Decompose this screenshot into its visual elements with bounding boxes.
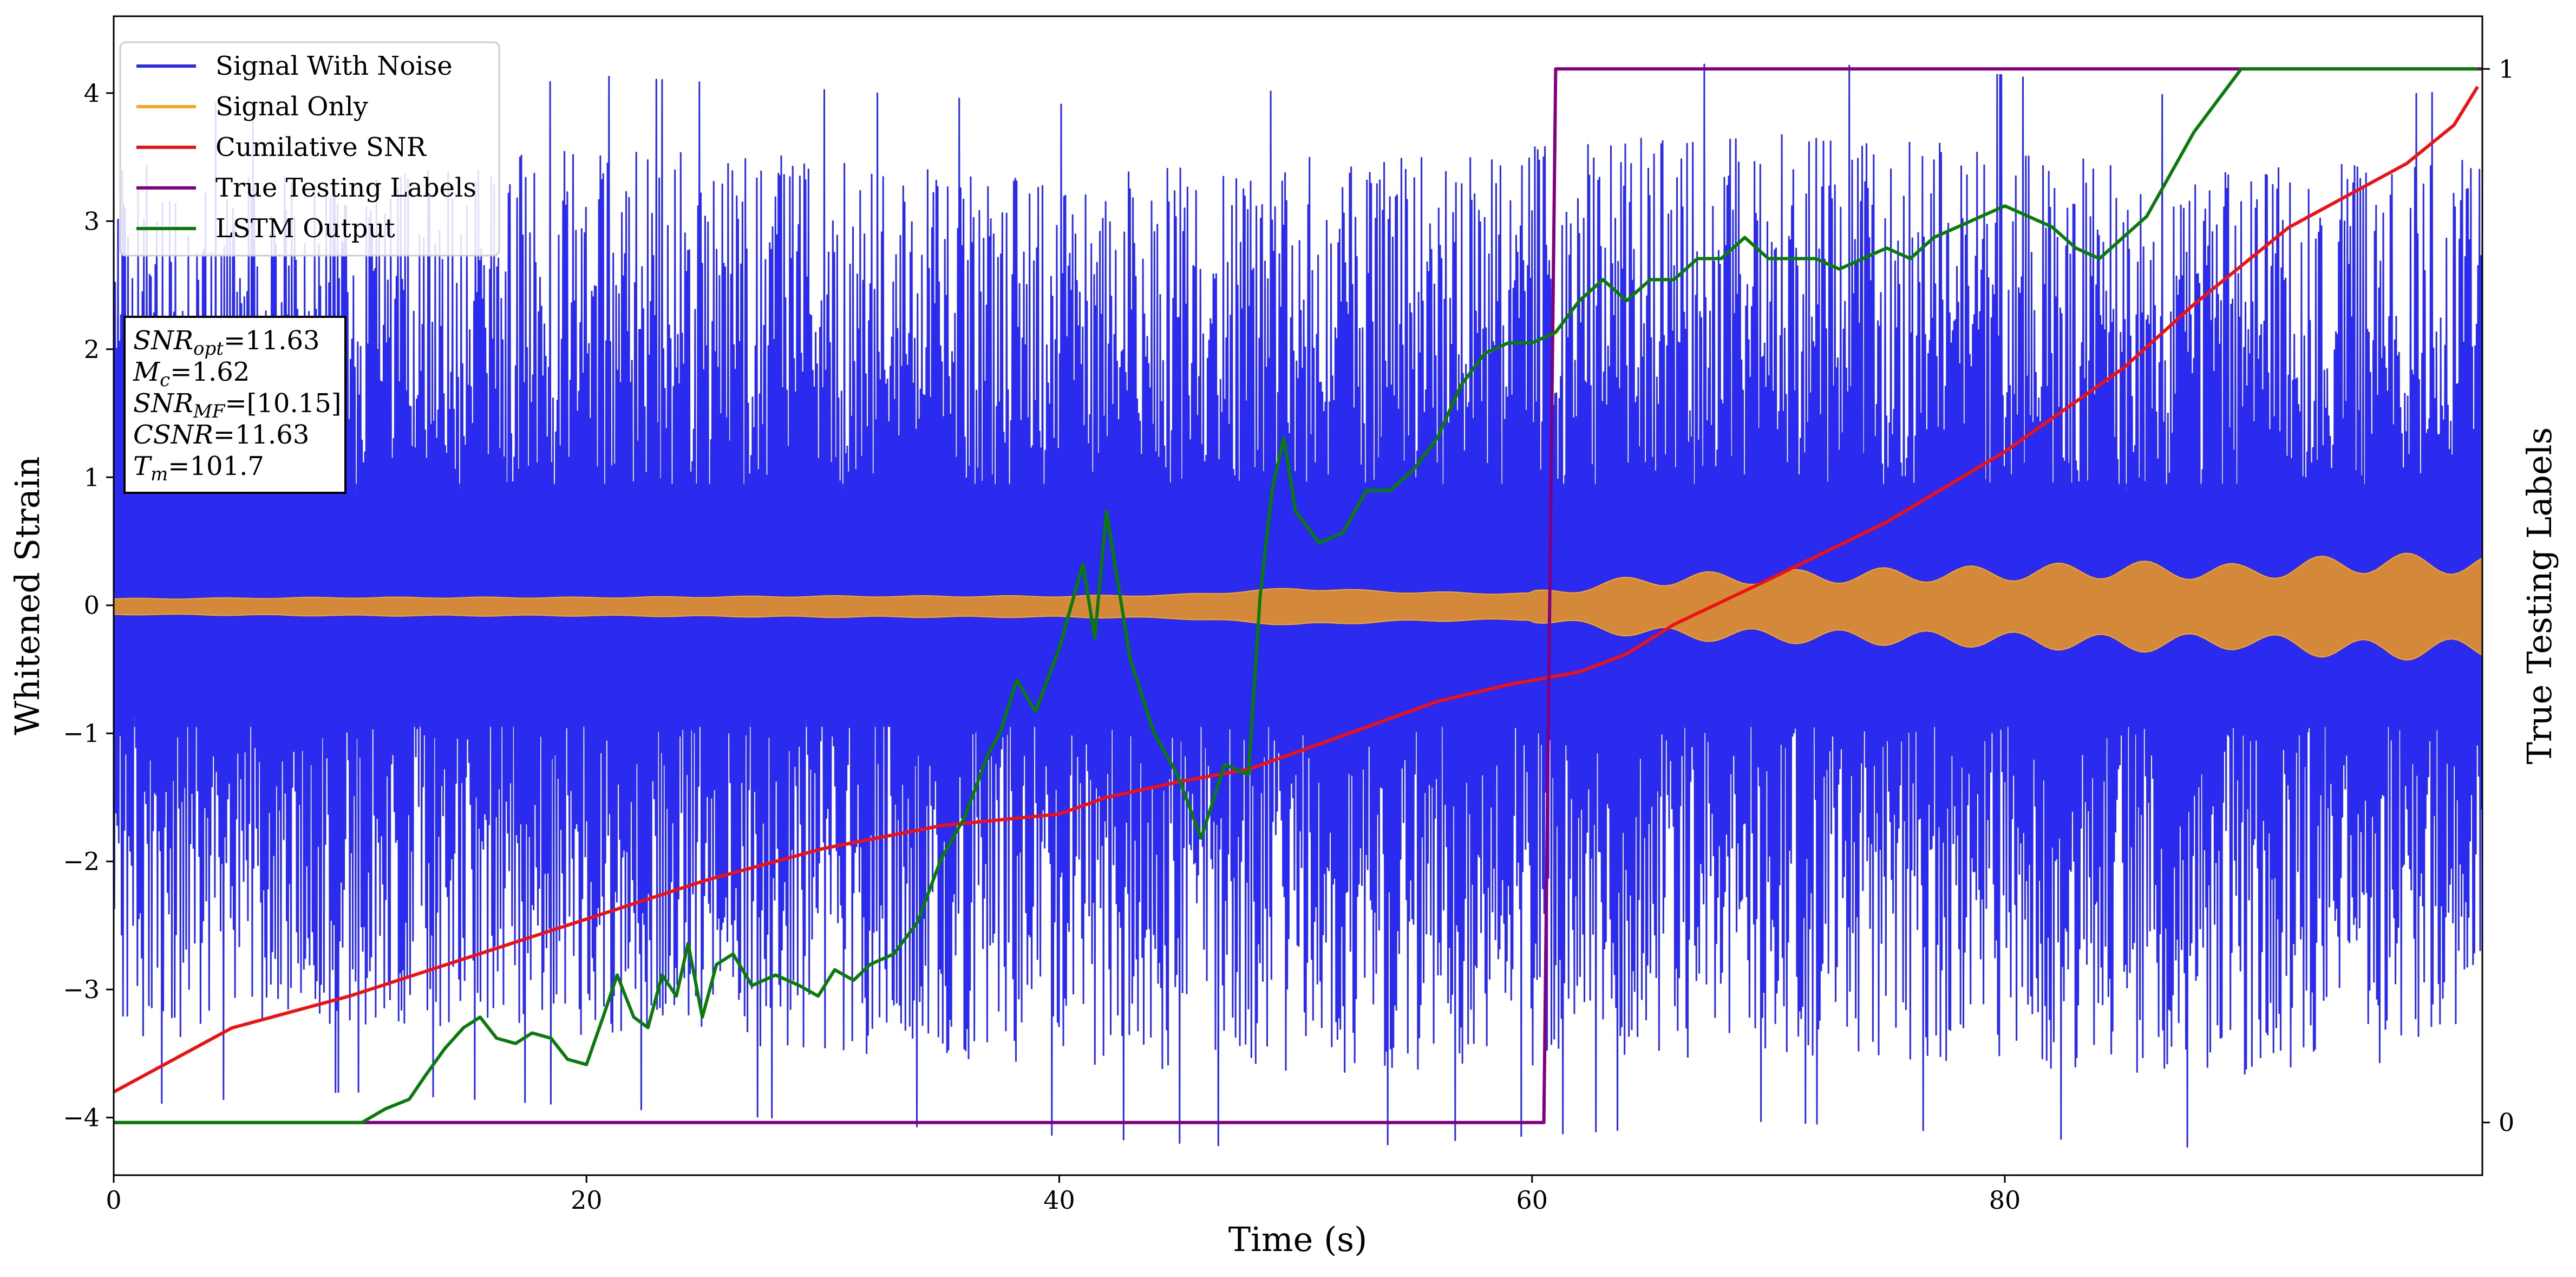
series-lines	[114, 67, 2482, 1124]
legend-label: True Testing Labels	[215, 173, 476, 203]
legend-label: LSTM Output	[215, 213, 395, 244]
y-tick-label: 1	[84, 462, 100, 492]
signal-with-noise-line	[114, 63, 2482, 1148]
info-box: SNRopt=11.63Mc=1.62SNRMF=[10.15]CSNR=11.…	[123, 316, 346, 494]
y-right-tick-label: 1	[2499, 54, 2514, 83]
x-tick-label: 80	[1989, 1185, 2021, 1215]
cumulative-snr-line	[114, 86, 2479, 1093]
x-tick-label: 20	[571, 1185, 603, 1215]
plot-frame	[113, 15, 2483, 1176]
legend-frame	[119, 41, 500, 257]
legend-label: Cumilative SNR	[215, 132, 427, 162]
legend: Signal With Noise Signal Only Cumilative S…	[119, 41, 500, 257]
y-axis-label: Whitened Strain	[8, 457, 47, 735]
info-box-line: SNRopt=11.63	[133, 325, 320, 360]
info-box-frame	[123, 316, 346, 494]
y-right-tick-label: 0	[2499, 1108, 2514, 1137]
y-axis-right-label: True Testing Labels	[2520, 427, 2559, 765]
y-tick-label: −2	[63, 847, 100, 876]
x-axis-label: Time (s)	[1228, 1220, 1368, 1259]
y-tick-label: −4	[63, 1103, 100, 1132]
signal-only-series	[114, 552, 2482, 661]
y-tick-label: 4	[84, 79, 100, 108]
true-testing-labels-line	[114, 67, 2482, 1124]
info-box-line: SNRMF=[10.15]	[133, 388, 342, 422]
y-tick-label: 0	[84, 591, 100, 620]
y-tick-label: 2	[84, 335, 100, 364]
x-tick-label: 0	[106, 1185, 121, 1215]
y-tick-label: 3	[84, 206, 100, 236]
x-tick-label: 40	[1043, 1185, 1075, 1215]
legend-label: Signal With Noise	[215, 51, 453, 81]
y-tick-label: −1	[63, 719, 100, 748]
lstm-output-line	[114, 67, 2478, 1124]
info-box-line: Tm=101.7	[133, 451, 264, 485]
legend-label: Signal Only	[215, 92, 368, 122]
y-tick-label: −3	[63, 975, 100, 1004]
info-box-line: CSNR=11.63	[133, 420, 309, 450]
signal-only-band	[114, 552, 2482, 661]
x-tick-label: 60	[1516, 1185, 1548, 1215]
info-box-line: Mc=1.62	[133, 357, 250, 391]
